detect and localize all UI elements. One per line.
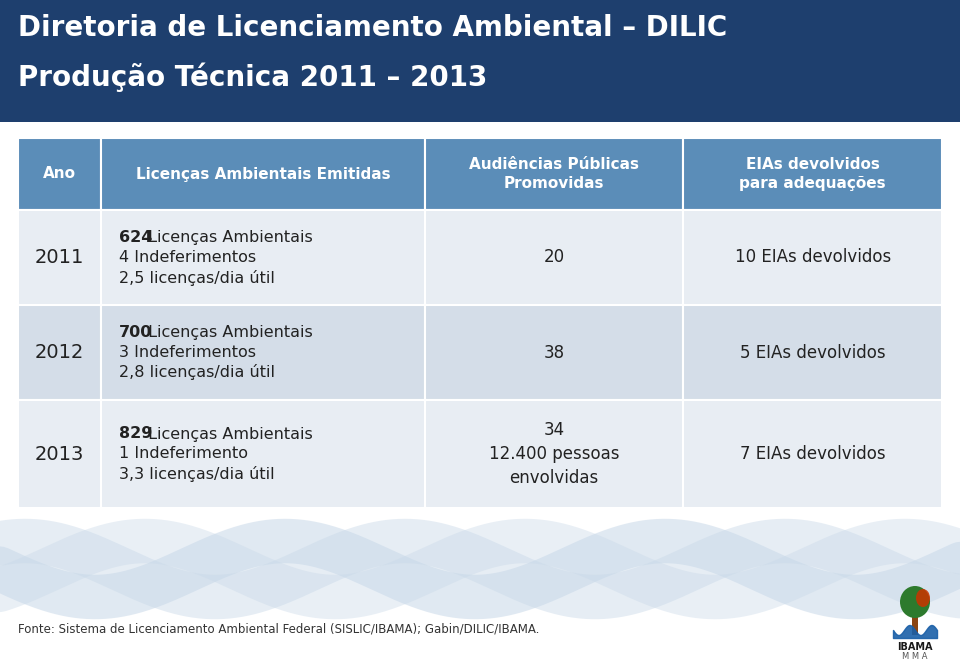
Bar [18,400,101,508]
Text: IBAMA: IBAMA [898,642,933,652]
Text: Ano: Ano [43,167,76,181]
Text: 3,3 licenças/dia útil: 3,3 licenças/dia útil [119,466,275,482]
Bar [684,305,942,400]
Bar [684,210,942,305]
Text: 10 EIAs devolvidos: 10 EIAs devolvidos [734,248,891,266]
Bar [18,138,101,210]
Bar [101,138,424,210]
Text: 20: 20 [543,248,564,266]
Text: Produção Técnica 2011 – 2013: Produção Técnica 2011 – 2013 [18,62,488,92]
Text: Licenças Ambientais: Licenças Ambientais [142,230,312,245]
Text: Licenças Ambientais: Licenças Ambientais [142,325,312,340]
Text: 2,5 licenças/dia útil: 2,5 licenças/dia útil [119,270,275,285]
Text: Diretoria de Licenciamento Ambiental – DILIC: Diretoria de Licenciamento Ambiental – D… [18,14,728,42]
Bar [424,210,684,305]
Text: 829: 829 [119,426,153,442]
Text: Licenças Ambientais Emitidas: Licenças Ambientais Emitidas [135,167,390,181]
Text: 624: 624 [119,230,153,245]
Text: 3 Indeferimentos: 3 Indeferimentos [119,345,256,360]
Text: 4 Indeferimentos: 4 Indeferimentos [119,250,256,265]
Bar [101,400,424,508]
Text: 38: 38 [543,343,564,362]
Bar [0,0,960,122]
Text: 34
12.400 pessoas
envolvidas: 34 12.400 pessoas envolvidas [489,421,619,486]
Text: 5 EIAs devolvidos: 5 EIAs devolvidos [740,343,885,362]
Text: EIAs devolvidos
para adequações: EIAs devolvidos para adequações [739,157,886,191]
Text: 1 Indeferimento: 1 Indeferimento [119,447,248,461]
Bar [424,400,684,508]
Bar [424,138,684,210]
Bar [684,138,942,210]
Ellipse shape [900,586,930,618]
Text: 7 EIAs devolvidos: 7 EIAs devolvidos [740,445,885,463]
Bar [101,210,424,305]
Bar [18,210,101,305]
Bar [101,305,424,400]
Text: Audiências Públicas
Promovidas: Audiências Públicas Promovidas [468,157,639,191]
Text: 2012: 2012 [35,343,84,362]
Text: 2,8 licenças/dia útil: 2,8 licenças/dia útil [119,364,276,380]
Bar [18,305,101,400]
Text: Licenças Ambientais: Licenças Ambientais [142,426,312,442]
Text: 2013: 2013 [35,445,84,463]
Text: 700: 700 [119,325,153,340]
Bar [424,305,684,400]
Text: M M A: M M A [902,652,927,659]
Bar [912,610,918,635]
Text: Fonte: Sistema de Licenciamento Ambiental Federal (SISLIC/IBAMA); Gabin/DILIC/IB: Fonte: Sistema de Licenciamento Ambienta… [18,623,540,636]
Bar [684,400,942,508]
Text: 2011: 2011 [35,248,84,267]
Ellipse shape [916,589,930,607]
